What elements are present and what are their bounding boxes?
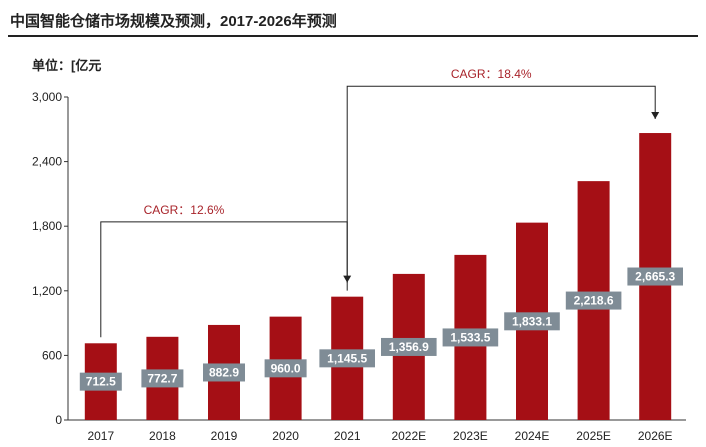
x-tick-label: 2019 [211, 429, 238, 443]
data-label-box [319, 349, 375, 368]
cagr-label: CAGR：18.4% [451, 67, 532, 81]
x-tick-label: 2022E [391, 429, 426, 443]
data-label: 1,356.9 [389, 340, 429, 354]
data-label-box [504, 312, 560, 331]
x-tick-label: 2025E [576, 429, 611, 443]
x-tick-label: 2017 [87, 429, 114, 443]
x-tick-label: 2021 [334, 429, 361, 443]
data-label: 2,665.3 [635, 270, 675, 284]
y-tick-label: 1,200 [32, 284, 62, 298]
data-label: 882.9 [209, 365, 239, 379]
y-tick-label: 600 [42, 348, 62, 362]
data-label-box [141, 369, 184, 388]
y-tick-label: 2,400 [32, 155, 62, 169]
cagr-label: CAGR：12.6% [144, 203, 225, 217]
data-label: 1,145.5 [327, 351, 367, 365]
y-tick-label: 1,800 [32, 219, 62, 233]
cagr-bracket [100, 221, 348, 338]
x-tick-label: 2026E [638, 429, 673, 443]
data-label: 960.0 [271, 361, 301, 375]
y-tick-label: 3,000 [32, 90, 62, 104]
x-tick-label: 2020 [272, 429, 299, 443]
data-label-box [264, 359, 307, 378]
cagr-arrowhead [651, 112, 660, 120]
y-tick-label: 0 [55, 413, 62, 427]
data-label-box [79, 372, 122, 391]
data-label-box [203, 363, 245, 382]
title-divider [8, 35, 698, 37]
unit-label: 单位：[亿元 [32, 58, 102, 73]
data-label-box [627, 267, 683, 286]
data-label: 2,218.6 [574, 294, 614, 308]
chart-title: 中国智能仓储市场规模及预测，2017-2026年预测 [10, 13, 337, 30]
cagr-bracket [346, 85, 656, 291]
x-tick-label: 2018 [149, 429, 176, 443]
data-label: 1,833.1 [512, 314, 552, 328]
data-label: 772.7 [147, 371, 177, 385]
x-tick-label: 2024E [515, 429, 550, 443]
data-label: 712.5 [86, 375, 116, 389]
data-label-box [381, 337, 437, 356]
data-label-box [565, 291, 622, 310]
data-label-box [442, 328, 499, 347]
x-tick-label: 2023E [453, 429, 488, 443]
data-label: 1,533.5 [450, 330, 490, 344]
